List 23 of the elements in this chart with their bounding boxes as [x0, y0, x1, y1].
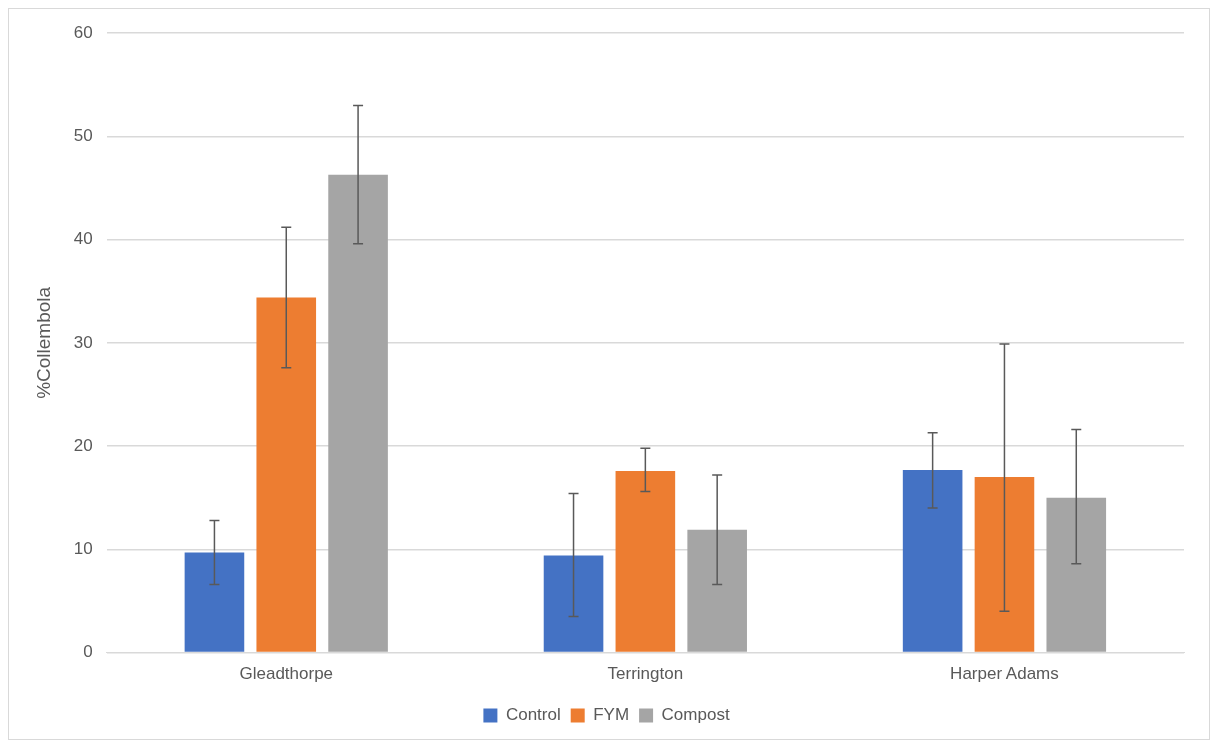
bar — [1046, 497, 1107, 652]
legend-label: FYM — [593, 705, 630, 725]
y-axis-title: %Collembola — [32, 286, 54, 399]
y-tick-label: 30 — [73, 332, 93, 352]
legend-label: Compost — [661, 705, 730, 725]
x-tick-label: Gleadthorpe — [239, 664, 334, 684]
bar — [328, 174, 388, 652]
y-tick-label: 10 — [73, 539, 93, 559]
x-tick-label: Terrington — [607, 664, 684, 684]
bar — [974, 477, 1035, 652]
x-tick-label: Harper Adams — [950, 664, 1059, 684]
bar — [902, 469, 963, 652]
y-tick-label: 50 — [73, 126, 93, 146]
legend-label: Control — [505, 705, 561, 725]
y-tick-label: 40 — [73, 229, 93, 249]
y-tick-label: 0 — [83, 642, 93, 662]
bar — [256, 297, 317, 652]
y-tick-label: 60 — [73, 22, 93, 42]
y-tick-label: 20 — [73, 435, 93, 455]
bar — [184, 552, 245, 652]
bar — [543, 555, 604, 652]
bar — [687, 529, 747, 652]
bar — [615, 470, 676, 652]
